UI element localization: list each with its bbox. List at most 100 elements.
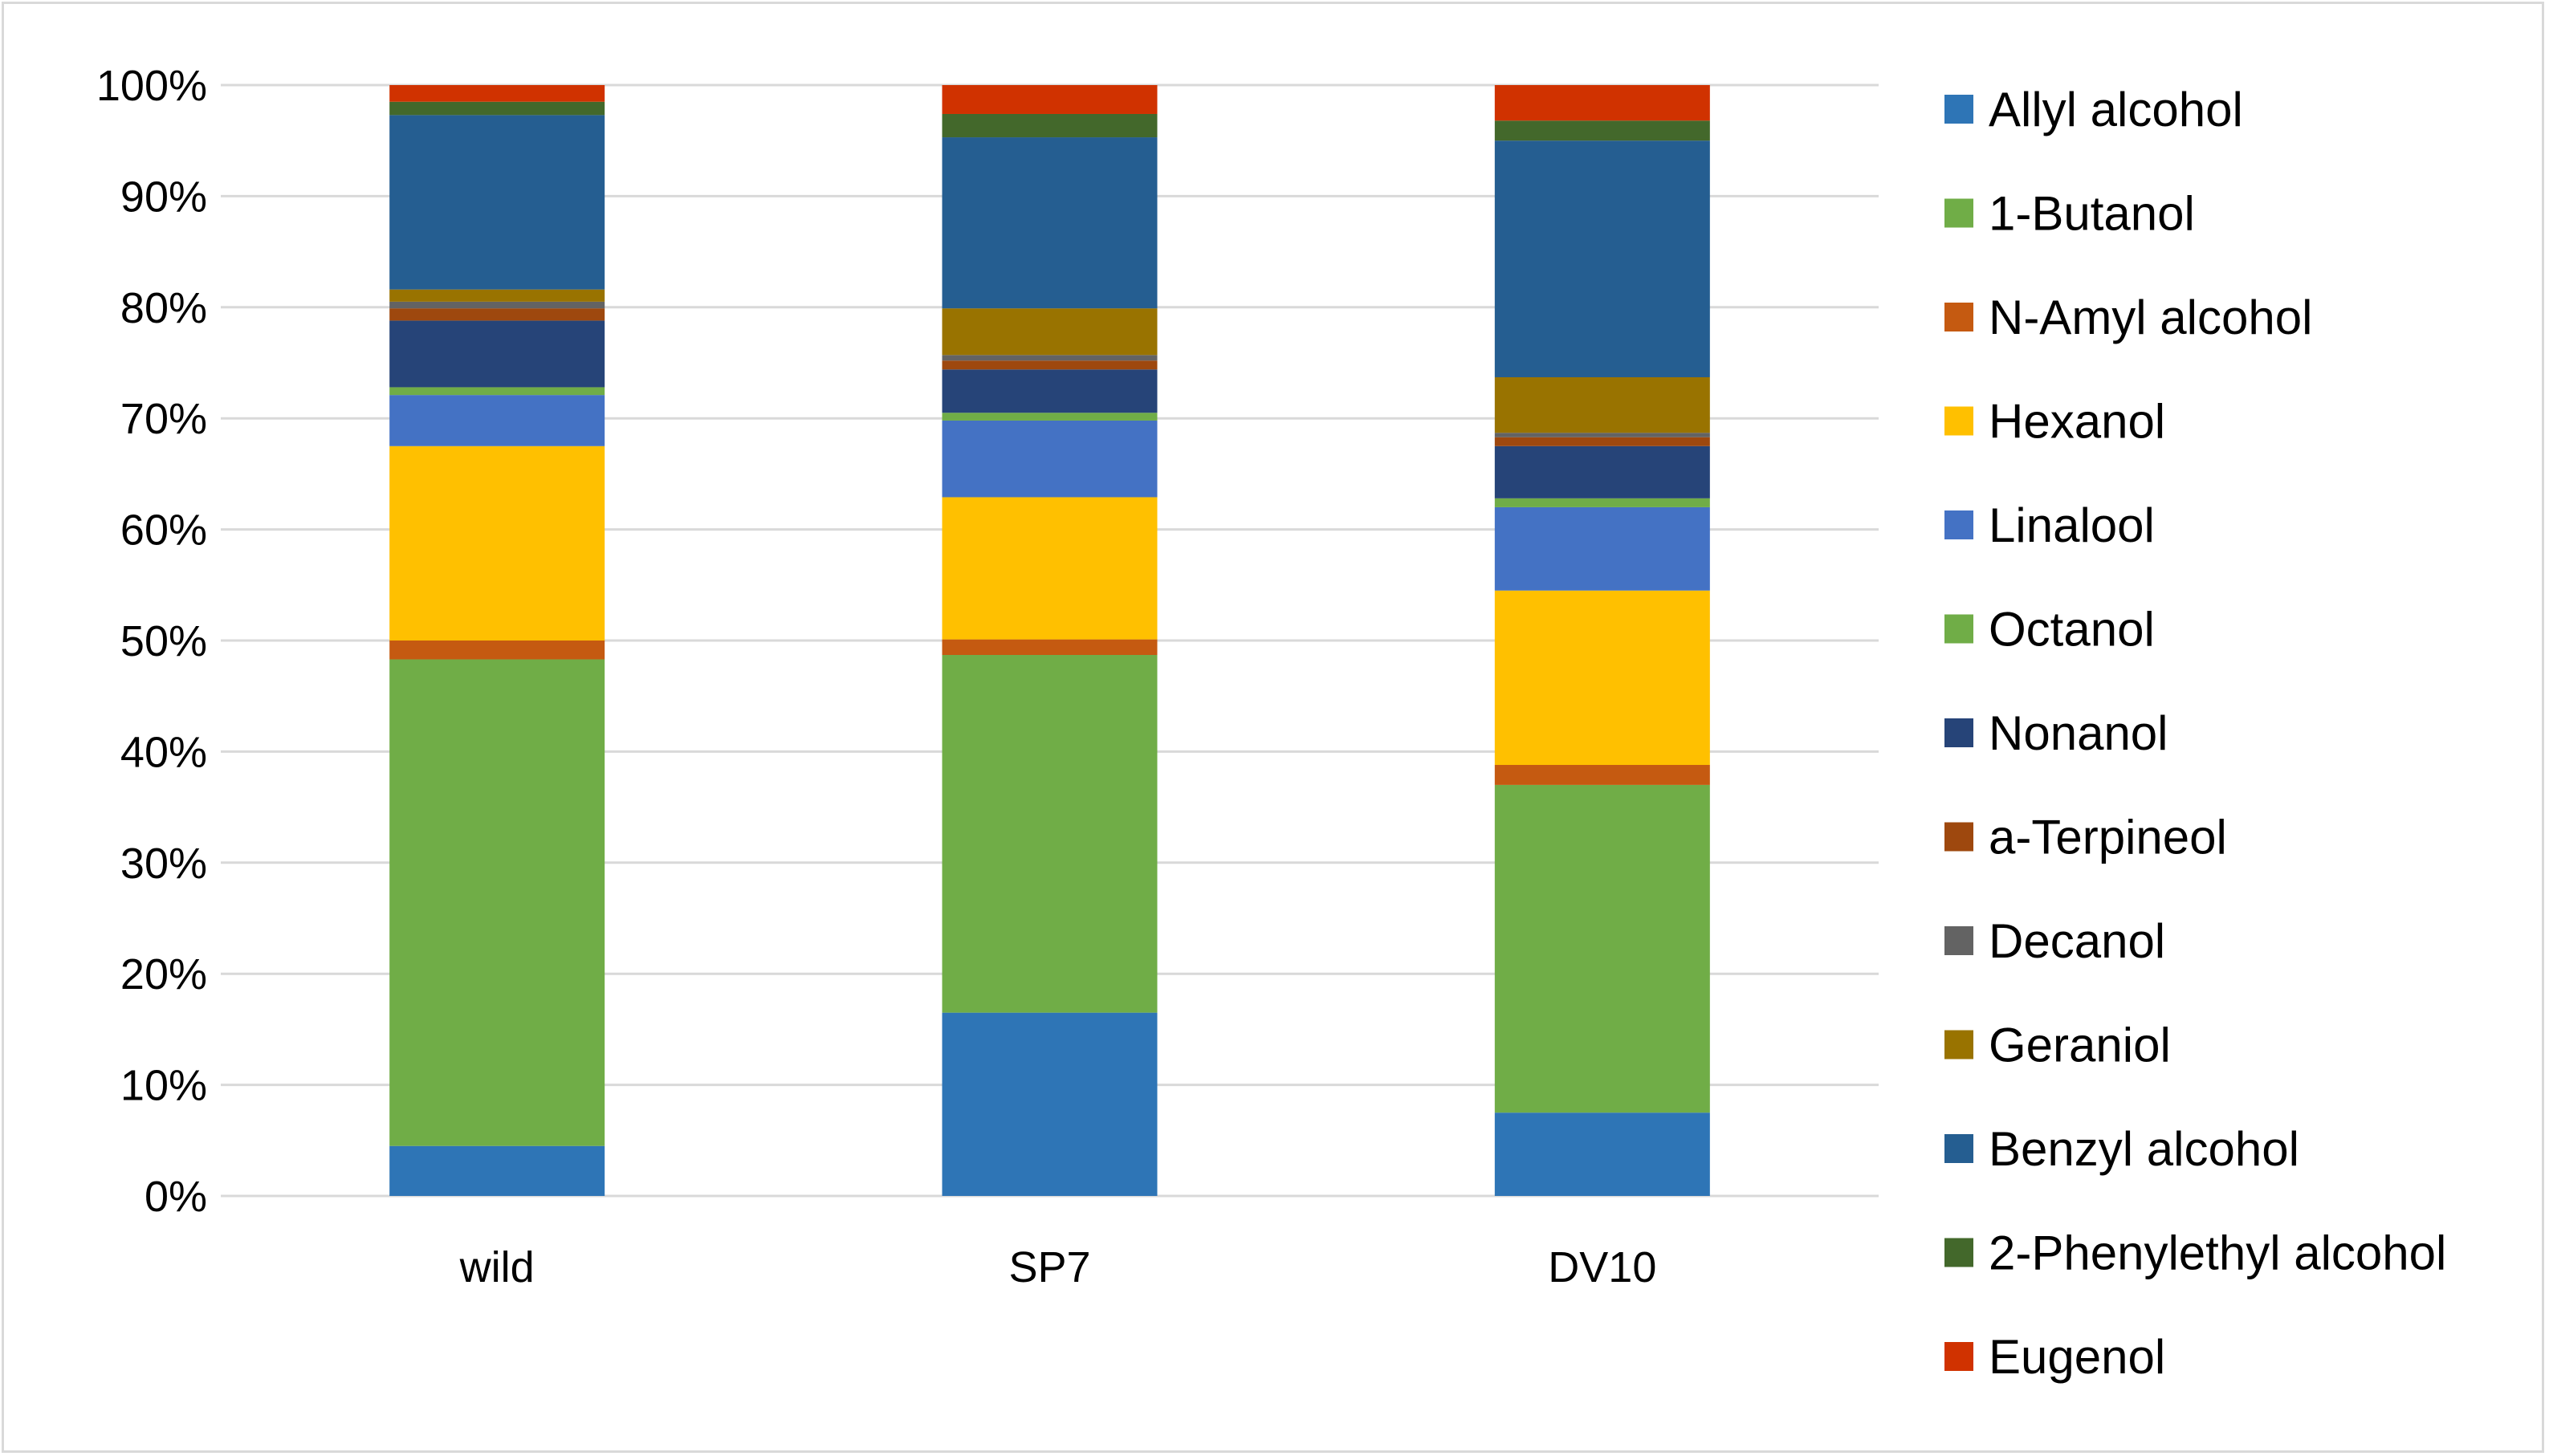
legend-label: a-Terpineol bbox=[1989, 811, 2227, 864]
y-tick-label: 50% bbox=[120, 617, 207, 665]
legend-swatch bbox=[1944, 1030, 1973, 1059]
y-tick-label: 100% bbox=[96, 62, 207, 110]
legend-label: 2-Phenylethyl alcohol bbox=[1989, 1226, 2446, 1280]
legend-item: a-Terpineol bbox=[1944, 811, 2227, 864]
y-tick-label: 80% bbox=[120, 284, 207, 332]
bar-segment-linalool bbox=[1494, 506, 1710, 591]
legend-label: N-Amyl alcohol bbox=[1989, 291, 2312, 344]
legend-swatch bbox=[1944, 1342, 1973, 1371]
legend-item: Decanol bbox=[1944, 914, 2165, 968]
legend-swatch bbox=[1944, 406, 1973, 436]
legend-label: Eugenol bbox=[1989, 1330, 2165, 1384]
bar-segment-linalool bbox=[942, 420, 1158, 498]
legend-item: Allyl alcohol bbox=[1944, 83, 2243, 136]
x-axis-tick-labels: wild SP7 DV10 bbox=[459, 1243, 1657, 1291]
legend-item: Hexanol bbox=[1944, 395, 2165, 449]
y-tick-label: 0% bbox=[145, 1173, 207, 1221]
bar-segment-1-butanol bbox=[942, 654, 1158, 1013]
bar-segment-linalool bbox=[389, 395, 605, 446]
legend-label: Decanol bbox=[1989, 914, 2165, 968]
bar-segment-nonanol bbox=[389, 320, 605, 388]
bar-segment-decanol bbox=[389, 301, 605, 309]
y-tick-label: 90% bbox=[120, 173, 207, 221]
bar-segment-2-phenylethyl-alcohol bbox=[942, 113, 1158, 138]
y-tick-label: 30% bbox=[120, 840, 207, 888]
legend-label: Linalool bbox=[1989, 498, 2155, 552]
legend-label: Octanol bbox=[1989, 603, 2155, 657]
y-tick-label: 20% bbox=[120, 950, 207, 998]
x-tick-label: SP7 bbox=[1008, 1243, 1090, 1291]
bar-segment-allyl-alcohol bbox=[942, 1012, 1158, 1196]
bar-segment-geraniol bbox=[389, 289, 605, 302]
y-tick-label: 60% bbox=[120, 506, 207, 555]
bar-segment-benzyl-alcohol bbox=[1494, 140, 1710, 377]
bar-segment-geraniol bbox=[1494, 376, 1710, 433]
bar-segment-octanol bbox=[1494, 498, 1710, 507]
legend-swatch bbox=[1944, 1238, 1973, 1267]
bar-stack-wild bbox=[389, 85, 605, 1196]
y-tick-label: 70% bbox=[120, 395, 207, 443]
bar-segment-eugenol bbox=[942, 85, 1158, 114]
legend-item: Geraniol bbox=[1944, 1019, 2171, 1072]
legend-item: 1-Butanol bbox=[1944, 187, 2195, 241]
legend-swatch bbox=[1944, 926, 1973, 955]
bar-segment-a-terpineol bbox=[1494, 437, 1710, 446]
bar-stack-sp7 bbox=[942, 85, 1158, 1196]
x-tick-label: wild bbox=[459, 1243, 535, 1291]
legend-item: Octanol bbox=[1944, 603, 2155, 657]
legend-item: Benzyl alcohol bbox=[1944, 1122, 2299, 1176]
legend: Allyl alcohol 1-Butanol N-Amyl alcohol Hexa… bbox=[1944, 83, 2446, 1384]
bar-segment-a-terpineol bbox=[389, 308, 605, 321]
bar-segment-nonanol bbox=[942, 369, 1158, 413]
bar-segment-1-butanol bbox=[1494, 784, 1710, 1113]
bar-segment-eugenol bbox=[389, 85, 605, 102]
legend-swatch bbox=[1944, 198, 1973, 228]
bar-segment-2-phenylethyl-alcohol bbox=[389, 101, 605, 116]
legend-label: Nonanol bbox=[1989, 706, 2168, 760]
legend-swatch bbox=[1944, 510, 1973, 539]
bar-segment-benzyl-alcohol bbox=[942, 137, 1158, 309]
x-tick-label: DV10 bbox=[1548, 1243, 1656, 1291]
bar-segment-n-amyl-alcohol bbox=[1494, 765, 1710, 785]
bar-segment-hexanol bbox=[1494, 590, 1710, 766]
bars bbox=[389, 85, 1710, 1196]
legend-label: Hexanol bbox=[1989, 395, 2165, 449]
bar-segment-allyl-alcohol bbox=[1494, 1112, 1710, 1196]
bar-segment-hexanol bbox=[389, 445, 605, 641]
y-tick-label: 10% bbox=[120, 1062, 207, 1110]
legend-item: Eugenol bbox=[1944, 1330, 2165, 1384]
bar-segment-allyl-alcohol bbox=[389, 1145, 605, 1196]
bar-segment-2-phenylethyl-alcohol bbox=[1494, 120, 1710, 141]
bar-segment-n-amyl-alcohol bbox=[942, 639, 1158, 655]
bar-segment-octanol bbox=[942, 413, 1158, 421]
bar-stack-dv10 bbox=[1494, 85, 1710, 1196]
legend-swatch bbox=[1944, 718, 1973, 747]
legend-label: Benzyl alcohol bbox=[1989, 1122, 2299, 1176]
y-tick-label: 40% bbox=[120, 728, 207, 776]
bar-segment-hexanol bbox=[942, 497, 1158, 640]
legend-item: 2-Phenylethyl alcohol bbox=[1944, 1226, 2446, 1280]
bar-segment-decanol bbox=[942, 355, 1158, 361]
legend-label: Geraniol bbox=[1989, 1019, 2171, 1072]
legend-swatch bbox=[1944, 822, 1973, 852]
legend-swatch bbox=[1944, 303, 1973, 331]
legend-label: Allyl alcohol bbox=[1989, 83, 2243, 136]
bar-segment-decanol bbox=[1494, 433, 1710, 437]
legend-swatch bbox=[1944, 1134, 1973, 1163]
legend-item: N-Amyl alcohol bbox=[1944, 291, 2312, 344]
legend-swatch bbox=[1944, 95, 1973, 124]
bar-segment-octanol bbox=[389, 387, 605, 396]
bar-segment-geraniol bbox=[942, 308, 1158, 356]
legend-swatch bbox=[1944, 614, 1973, 644]
bar-segment-1-butanol bbox=[389, 659, 605, 1146]
bar-segment-n-amyl-alcohol bbox=[389, 641, 605, 660]
bar-segment-eugenol bbox=[1494, 85, 1710, 121]
legend-item: Linalool bbox=[1944, 498, 2155, 552]
bar-segment-benzyl-alcohol bbox=[389, 115, 605, 290]
legend-label: 1-Butanol bbox=[1989, 187, 2195, 241]
legend-item: Nonanol bbox=[1944, 706, 2168, 760]
y-axis-tick-labels: 0% 10% 20% 30% 40% 50% 60% 70% 80% 90% 100% bbox=[96, 62, 207, 1221]
bar-segment-nonanol bbox=[1494, 445, 1710, 498]
bar-segment-a-terpineol bbox=[942, 360, 1158, 370]
